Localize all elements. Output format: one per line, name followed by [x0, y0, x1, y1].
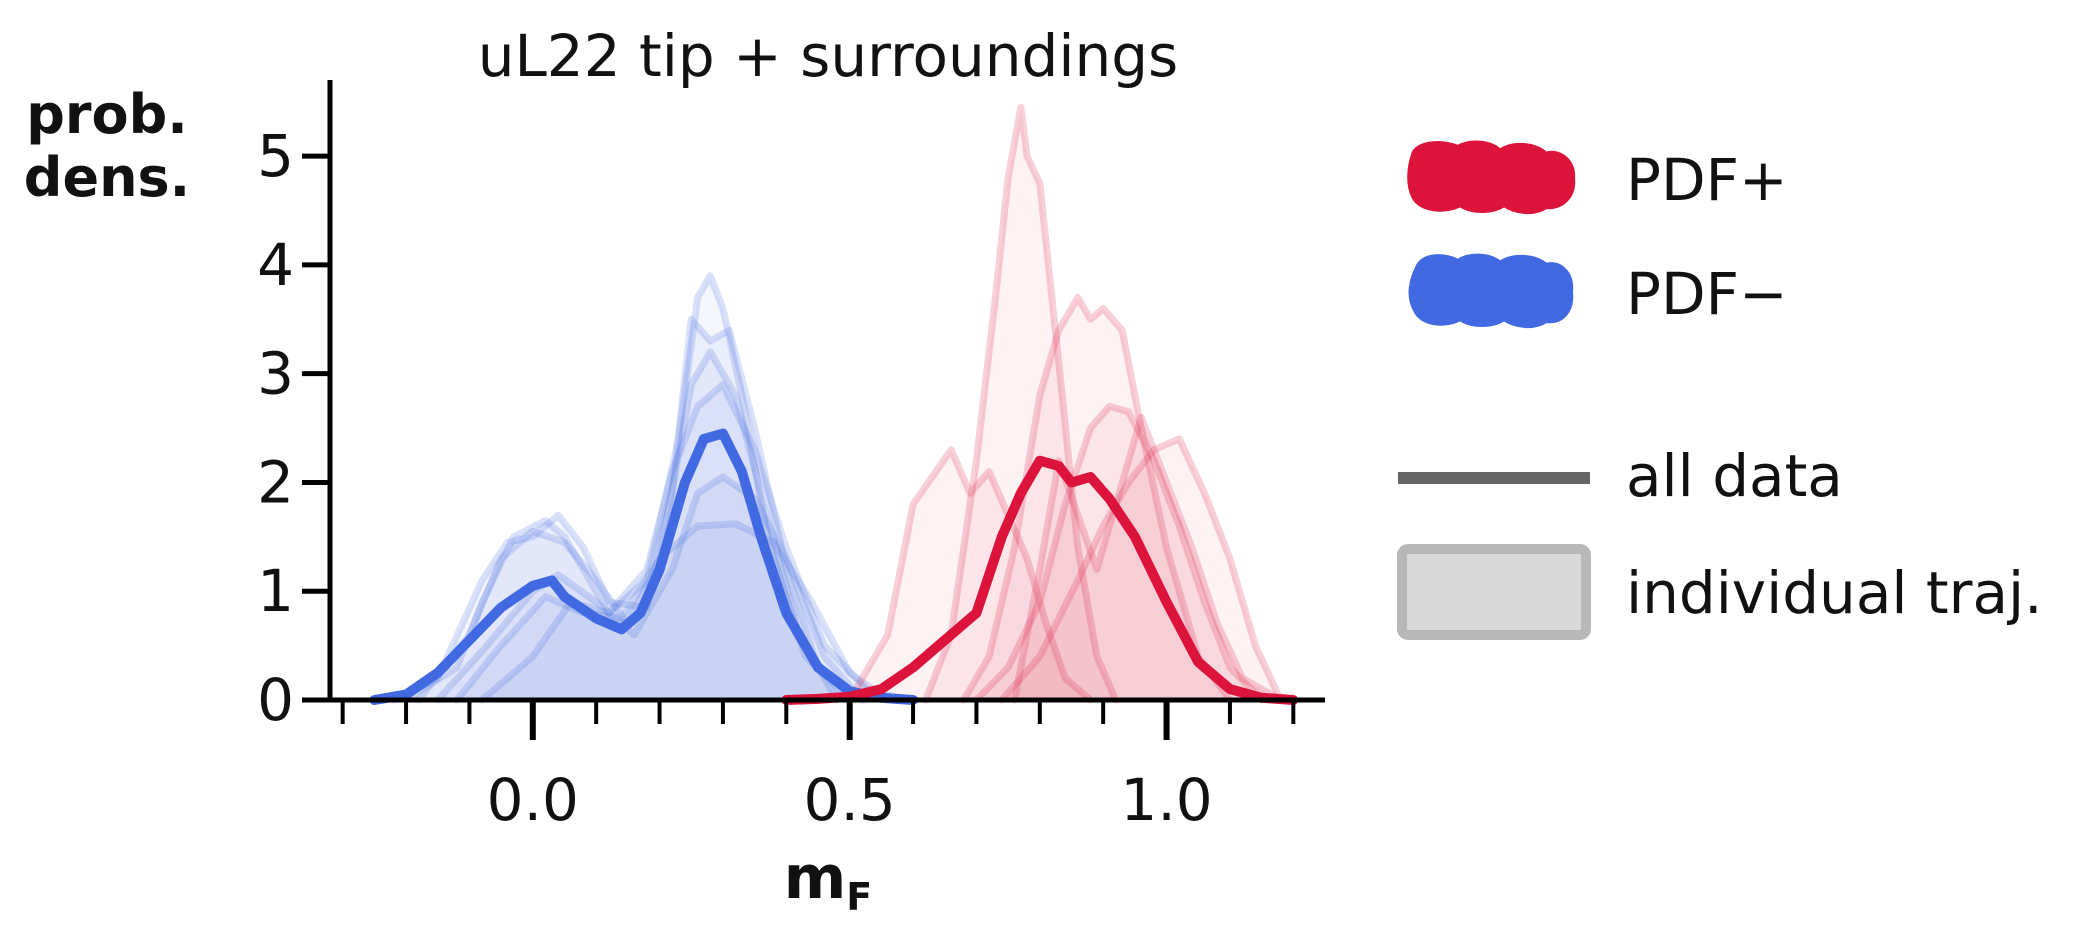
trajectory-plus-7 [846, 446, 1094, 704]
trajectory-fill [976, 406, 1262, 700]
x-tick-label-0.5: 0.5 [804, 766, 896, 834]
trajectory-line [998, 435, 1285, 704]
trajectory-line [415, 348, 841, 704]
y-tick-label-3: 3 [257, 340, 294, 408]
legend-label-pdf-minus: PDF− [1626, 260, 1788, 328]
trajectory-line [453, 520, 892, 704]
y-tick-label-4: 4 [257, 231, 294, 299]
y-tick-label-1: 1 [257, 557, 294, 625]
legend-swatch-pdf-plus [1407, 140, 1576, 214]
y-axis-label-line2: dens. [24, 146, 190, 209]
legend: PDF+ PDF− all data individual traj. [1397, 140, 2043, 640]
legend-label-pdf-plus: PDF+ [1626, 146, 1788, 214]
trajectory-line [922, 103, 1120, 704]
trajectory-line [846, 446, 1094, 704]
trajectory-line [972, 402, 1266, 704]
trajectory-line [960, 294, 1234, 704]
legend-label-individual-traj: individual traj. [1626, 559, 2043, 627]
trajectory-fill [1001, 438, 1281, 700]
trajectory-plus-11 [998, 435, 1285, 704]
y-axis-label-line1: prob. [26, 83, 188, 146]
all-data-plus [781, 455, 1299, 705]
trajectory-fill [482, 384, 914, 700]
legend-swatch-individual-traj [1397, 544, 1591, 640]
all-data-line-plus [781, 455, 1299, 705]
trajectory-fill [925, 107, 1116, 700]
trajectory-fill [418, 351, 837, 700]
all-data-line-minus [369, 428, 919, 705]
x-axis-label-main: m [784, 843, 847, 913]
chart-title: uL22 tip + surroundings [478, 22, 1179, 90]
axes: 0 1 2 3 4 5 0.0 0.5 1.0 [257, 80, 1325, 834]
y-tick-label-0: 0 [257, 666, 294, 734]
y-tick-label-2: 2 [257, 448, 294, 516]
trajectory-plus-10 [972, 402, 1266, 704]
all-data-minus [369, 428, 919, 705]
trajectory-line [1011, 413, 1285, 704]
legend-label-all-data: all data [1626, 442, 1843, 510]
x-tick-label-1: 1.0 [1120, 766, 1212, 834]
all-data-curves [369, 428, 1299, 705]
individual-trajectories [389, 103, 1285, 704]
x-tick-label-0: 0.0 [487, 766, 579, 834]
trajectory-line [402, 272, 854, 704]
x-axis-label: mF [784, 843, 873, 919]
x-axis-label-subscript: F [846, 875, 872, 919]
trajectory-minus-3 [415, 348, 841, 704]
trajectory-fill [456, 523, 888, 700]
y-tick-label-5: 5 [257, 122, 294, 190]
trajectory-minus-5 [453, 520, 892, 704]
trajectory-fill [849, 449, 1091, 700]
trajectory-plus-8 [922, 103, 1120, 704]
legend-swatch-pdf-minus [1408, 253, 1574, 328]
